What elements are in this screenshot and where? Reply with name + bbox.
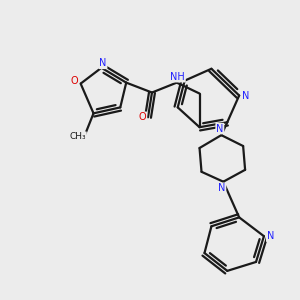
Text: O: O [139, 112, 146, 122]
Text: N: N [218, 183, 226, 193]
Text: O: O [71, 76, 79, 86]
Text: N: N [216, 124, 224, 134]
Text: CH₃: CH₃ [69, 132, 86, 141]
Text: NH: NH [170, 72, 185, 82]
Text: N: N [242, 91, 249, 100]
Text: N: N [267, 231, 274, 241]
Text: N: N [99, 58, 106, 68]
